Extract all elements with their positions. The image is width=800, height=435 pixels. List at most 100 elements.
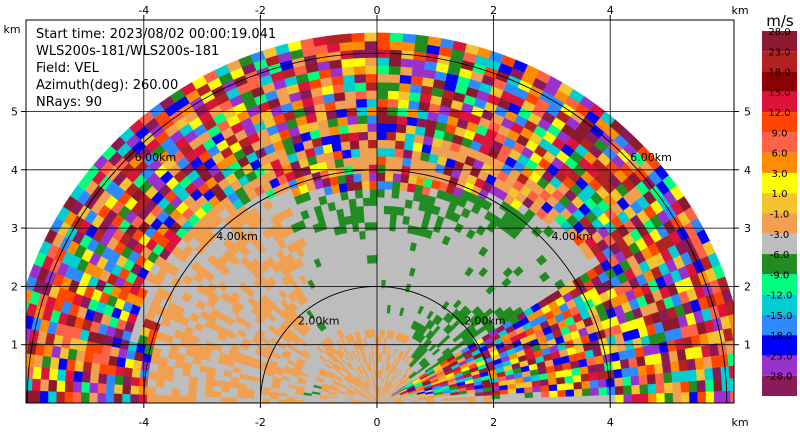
velocity-cell [680, 380, 690, 393]
velocity-cell [220, 391, 230, 399]
velocity-cell [368, 172, 378, 182]
colorbar-label: -15.0 [767, 311, 793, 322]
velocity-cell [366, 262, 373, 272]
velocity-cell [88, 392, 98, 403]
velocity-cell [376, 98, 388, 108]
velocity-cell [344, 173, 355, 184]
velocity-cell [360, 172, 370, 182]
velocity-cell [653, 362, 664, 375]
velocity-cell [596, 370, 607, 381]
y-tick-label: 5 [11, 106, 18, 119]
velocity-cell [376, 164, 386, 174]
velocity-cell [171, 381, 181, 390]
velocity-cell [81, 371, 91, 384]
velocity-cell [622, 376, 632, 387]
velocity-cell [398, 190, 408, 200]
velocity-cell [400, 58, 414, 68]
velocity-cell [129, 394, 139, 403]
range-ring-label: 4.00km [552, 230, 594, 243]
velocity-cell [399, 74, 412, 85]
velocity-cell [253, 398, 263, 403]
velocity-cell [614, 385, 624, 395]
colorbar-label: -9.0 [770, 270, 790, 281]
velocity-cell [189, 369, 200, 379]
colorbar-swatch [762, 375, 797, 396]
velocity-cell [376, 238, 383, 248]
velocity-cell [656, 392, 666, 403]
range-ring [259, 286, 495, 404]
y-tick-label: 3 [744, 222, 751, 235]
velocity-cell [131, 368, 141, 379]
velocity-cell [540, 390, 550, 398]
velocity-cell [385, 156, 395, 166]
velocity-cell [15, 390, 24, 403]
velocity-cell [116, 357, 127, 368]
y-unit-left: km [3, 23, 20, 36]
velocity-cell [687, 369, 698, 382]
velocity-cell [382, 221, 390, 231]
velocity-cell [582, 395, 592, 403]
velocity-cell [401, 157, 412, 167]
velocity-cell [345, 107, 358, 117]
velocity-cell [627, 357, 638, 368]
x-unit-top: km [731, 4, 748, 17]
velocity-cell [26, 302, 38, 318]
velocity-cell [395, 214, 404, 225]
velocity-cell [351, 40, 365, 51]
y-tick-label: 2 [744, 280, 751, 293]
velocity-cell [727, 313, 734, 328]
velocity-cell [379, 312, 384, 322]
colorbar-swatch [762, 314, 797, 336]
y-tick-label: 2 [11, 280, 18, 293]
velocity-cell [389, 205, 398, 216]
velocity-cell [269, 395, 279, 400]
velocity-cell [388, 230, 396, 240]
velocity-cell [195, 396, 205, 403]
velocity-cell [385, 263, 392, 273]
velocity-cell [393, 239, 401, 249]
colorbar-swatch [762, 294, 797, 315]
velocity-cell [98, 363, 109, 375]
velocity-cell [376, 147, 387, 157]
velocity-cell [365, 238, 372, 248]
velocity-cell [404, 132, 416, 143]
velocity-cell [696, 379, 707, 393]
velocity-cell [382, 230, 390, 240]
velocity-cell [704, 367, 714, 381]
velocity-cell [328, 59, 342, 70]
velocity-cell [590, 387, 600, 396]
velocity-cell [353, 65, 366, 75]
colorbar-label: -23.0 [767, 351, 793, 362]
velocity-cell [360, 246, 367, 256]
x-tick-label: -4 [138, 416, 149, 429]
velocity-cell [154, 394, 164, 403]
velocity-cell [220, 386, 230, 393]
velocity-cell [359, 156, 369, 166]
velocity-cell [370, 229, 378, 239]
velocity-cell [380, 287, 386, 297]
velocity-cell [105, 383, 115, 395]
velocity-cell [402, 149, 413, 159]
colorbar-label: 12.0 [768, 108, 790, 119]
velocity-cell [180, 375, 190, 384]
x-tick-label: -2 [255, 416, 266, 429]
velocity-cell [389, 32, 404, 43]
velocity-cell [400, 165, 411, 176]
info-start-time: Start time: 2023/08/02 00:00:19.041 [36, 27, 276, 42]
velocity-cell [516, 397, 526, 403]
velocity-cell [606, 386, 616, 396]
velocity-cell [738, 377, 747, 390]
velocity-cell [31, 378, 41, 392]
velocity-cell [371, 262, 378, 272]
velocity-cell [9, 352, 19, 366]
velocity-cell [483, 394, 493, 400]
velocity-cell [162, 395, 172, 403]
velocity-cell [361, 188, 371, 199]
velocity-cell [236, 397, 246, 403]
velocity-cell [376, 155, 386, 165]
velocity-cell [130, 385, 140, 395]
velocity-cell [589, 379, 599, 389]
info-instrument: WLS200s-181/WLS200s-181 [36, 44, 219, 59]
velocity-cell [631, 393, 641, 403]
